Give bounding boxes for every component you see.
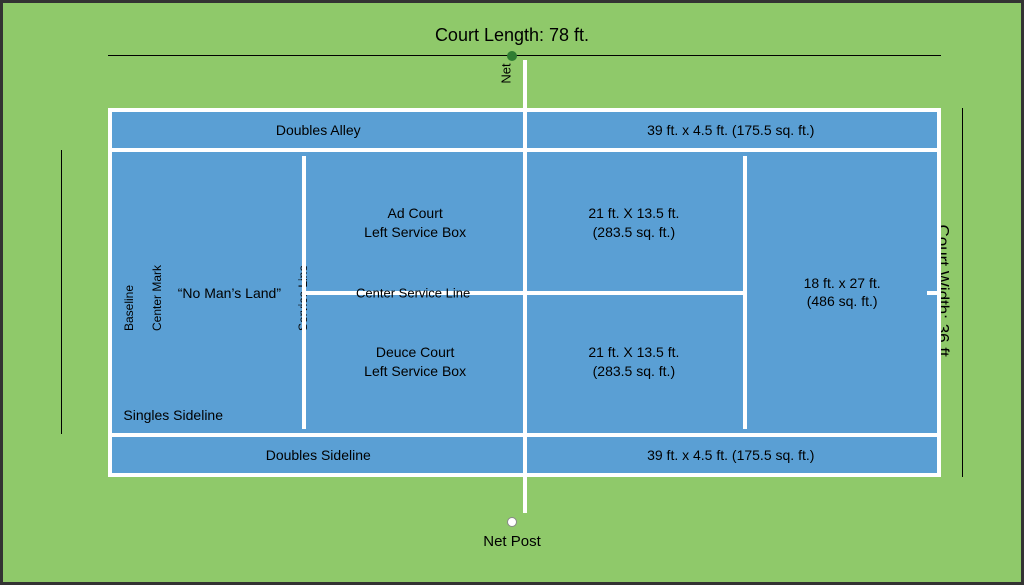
- ad-court-label: Ad Court Left Service Box: [306, 204, 525, 242]
- doubles-alley-bottom: Doubles Sideline 39 ft. x 4.5 ft. (175.5…: [112, 433, 937, 473]
- singles-sideline-label: Singles Sideline: [123, 407, 223, 423]
- ad-court-box: Ad Court Left Service Box: [306, 156, 525, 293]
- net-post-label: Net Post: [3, 533, 1021, 550]
- doubles-sideline-label: Doubles Sideline: [112, 447, 525, 463]
- deuce-court-label: Deuce Court Left Service Box: [306, 343, 525, 381]
- service-box-right-bottom: 21 ft. X 13.5 ft. (283.5 sq. ft.): [525, 293, 744, 430]
- doubles-alley-bottom-dims: 39 ft. x 4.5 ft. (175.5 sq. ft.): [525, 447, 938, 463]
- net-post-dot: [507, 517, 517, 527]
- diagram-frame: Court Length: 78 ft. Net Singles Court W…: [0, 0, 1024, 585]
- baseline-label: Baseline: [122, 285, 136, 331]
- deuce-court-box: Deuce Court Left Service Box: [306, 293, 525, 430]
- doubles-alley-label: Doubles Alley: [112, 122, 525, 138]
- service-boxes-right: 21 ft. X 13.5 ft. (283.5 sq. ft.) 21 ft.…: [525, 156, 748, 429]
- backcourt-right: 18 ft. x 27 ft. (486 sq. ft.): [747, 156, 937, 429]
- service-box-dims-bottom: 21 ft. X 13.5 ft. (283.5 sq. ft.): [525, 343, 744, 381]
- center-service-line-label: Center Service Line: [302, 285, 525, 300]
- net-label-text: Net: [498, 63, 513, 83]
- backcourt-left: Baseline Center Mark “No Man’s Land” Sin…: [112, 156, 302, 429]
- singles-width-rule: [61, 150, 62, 434]
- service-box-dims-top: 21 ft. X 13.5 ft. (283.5 sq. ft.): [525, 204, 744, 242]
- center-mark-tick: [927, 291, 941, 295]
- doubles-alley-top-dims: 39 ft. x 4.5 ft. (175.5 sq. ft.): [525, 122, 938, 138]
- net-top-dot: [507, 51, 517, 61]
- no-mans-land-label: “No Man’s Land”: [157, 285, 302, 301]
- singles-area: Baseline Center Mark “No Man’s Land” Sin…: [112, 156, 937, 429]
- net-label: Net: [3, 66, 1021, 81]
- court: Doubles Alley 39 ft. x 4.5 ft. (175.5 sq…: [108, 108, 941, 477]
- doubles-alley-top: Doubles Alley 39 ft. x 4.5 ft. (175.5 sq…: [112, 112, 937, 152]
- court-length-label: Court Length: 78 ft.: [3, 25, 1021, 46]
- court-length-rule: [108, 55, 941, 56]
- service-box-right-top: 21 ft. X 13.5 ft. (283.5 sq. ft.): [525, 156, 744, 293]
- court-width-rule: [962, 108, 963, 477]
- backcourt-dims-label: 18 ft. x 27 ft. (486 sq. ft.): [747, 274, 937, 312]
